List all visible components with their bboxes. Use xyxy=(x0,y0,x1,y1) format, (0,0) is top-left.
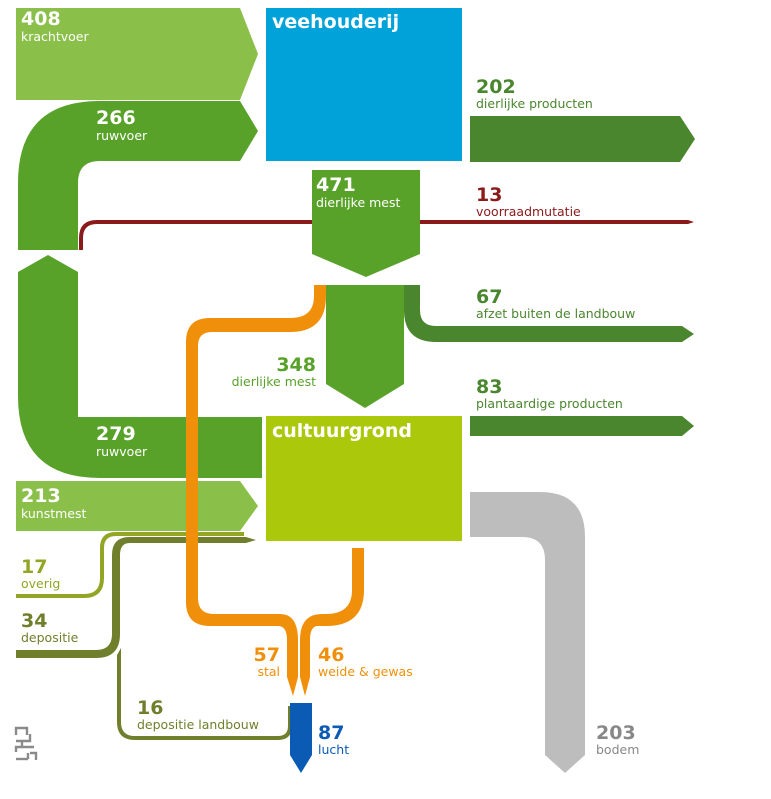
ruwvoer-bottom-label: ruwvoer xyxy=(96,444,148,459)
flow-ruwvoer-bottom xyxy=(18,255,262,478)
flow-voorraadmutatie xyxy=(79,220,312,250)
flow-dierlijke-producten xyxy=(470,116,695,162)
dierlijke-producten-value: 202 xyxy=(476,76,516,98)
bodem-value: 203 xyxy=(596,722,636,744)
bodem-label: bodem xyxy=(596,742,639,757)
weide-gewas-value: 46 xyxy=(318,644,344,666)
ruwvoer-top-value: 266 xyxy=(96,107,136,129)
node-cultuurgrond-label: cultuurgrond xyxy=(272,420,412,442)
plantaardige-producten-value: 83 xyxy=(476,376,502,398)
krachtvoer-label: krachtvoer xyxy=(21,29,89,44)
dierlijke-mest-471-label: dierlijke mest xyxy=(316,195,400,210)
ruwvoer-top-label: ruwvoer xyxy=(96,128,148,143)
flow-afzet-buiten xyxy=(404,285,694,342)
dierlijke-producten-label: dierlijke producten xyxy=(476,96,593,111)
afzet-buiten-value: 67 xyxy=(476,286,502,308)
plantaardige-producten-label: plantaardige producten xyxy=(476,396,623,411)
flow-voorraadmutatie-line xyxy=(420,220,694,224)
afzet-buiten-label: afzet buiten de landbouw xyxy=(476,306,635,321)
flow-dierlijke-mest-348 xyxy=(326,285,404,408)
flow-plantaardige-producten xyxy=(470,416,694,436)
cbs-logo-icon xyxy=(14,726,38,761)
dierlijke-mest-348-label: dierlijke mest xyxy=(232,374,316,389)
node-cultuurgrond xyxy=(266,416,462,541)
lucht-label: lucht xyxy=(318,742,349,757)
overig-value: 17 xyxy=(21,556,47,578)
flow-ruwvoer-top-arrow xyxy=(240,101,258,161)
flow-weide-arrow xyxy=(300,677,310,696)
weide-gewas-label: weide & gewas xyxy=(318,664,413,679)
overig-label: overig xyxy=(21,576,60,591)
flow-krachtvoer xyxy=(16,8,258,100)
flow-bodem xyxy=(470,492,585,773)
stal-label: stal xyxy=(257,664,280,679)
depositie-landbouw-value: 16 xyxy=(137,697,163,719)
flow-ruwvoer-top xyxy=(18,101,240,250)
kunstmest-label: kunstmest xyxy=(21,506,86,521)
depositie-landbouw-label: depositie landbouw xyxy=(137,717,259,732)
voorraadmutatie-value: 13 xyxy=(476,184,502,206)
voorraadmutatie-label: voorraadmutatie xyxy=(476,204,581,219)
depositie-label: depositie xyxy=(21,630,79,645)
depositie-value: 34 xyxy=(21,610,47,632)
flow-weide-gewas xyxy=(300,548,364,677)
ruwvoer-bottom-value: 279 xyxy=(96,423,136,445)
flow-stal-arrow xyxy=(287,677,298,696)
lucht-value: 87 xyxy=(318,722,344,744)
node-veehouderij-label: veehouderij xyxy=(272,11,399,33)
krachtvoer-value: 408 xyxy=(21,8,61,30)
dierlijke-mest-471-value: 471 xyxy=(316,174,356,196)
flow-lucht xyxy=(290,703,312,773)
flow-dierlijke-mest-471 xyxy=(312,170,420,277)
kunstmest-value: 213 xyxy=(21,485,61,507)
dierlijke-mest-348-value: 348 xyxy=(276,354,316,376)
flow-stal xyxy=(186,285,326,677)
node-veehouderij xyxy=(266,8,462,161)
stal-value: 57 xyxy=(254,644,280,666)
